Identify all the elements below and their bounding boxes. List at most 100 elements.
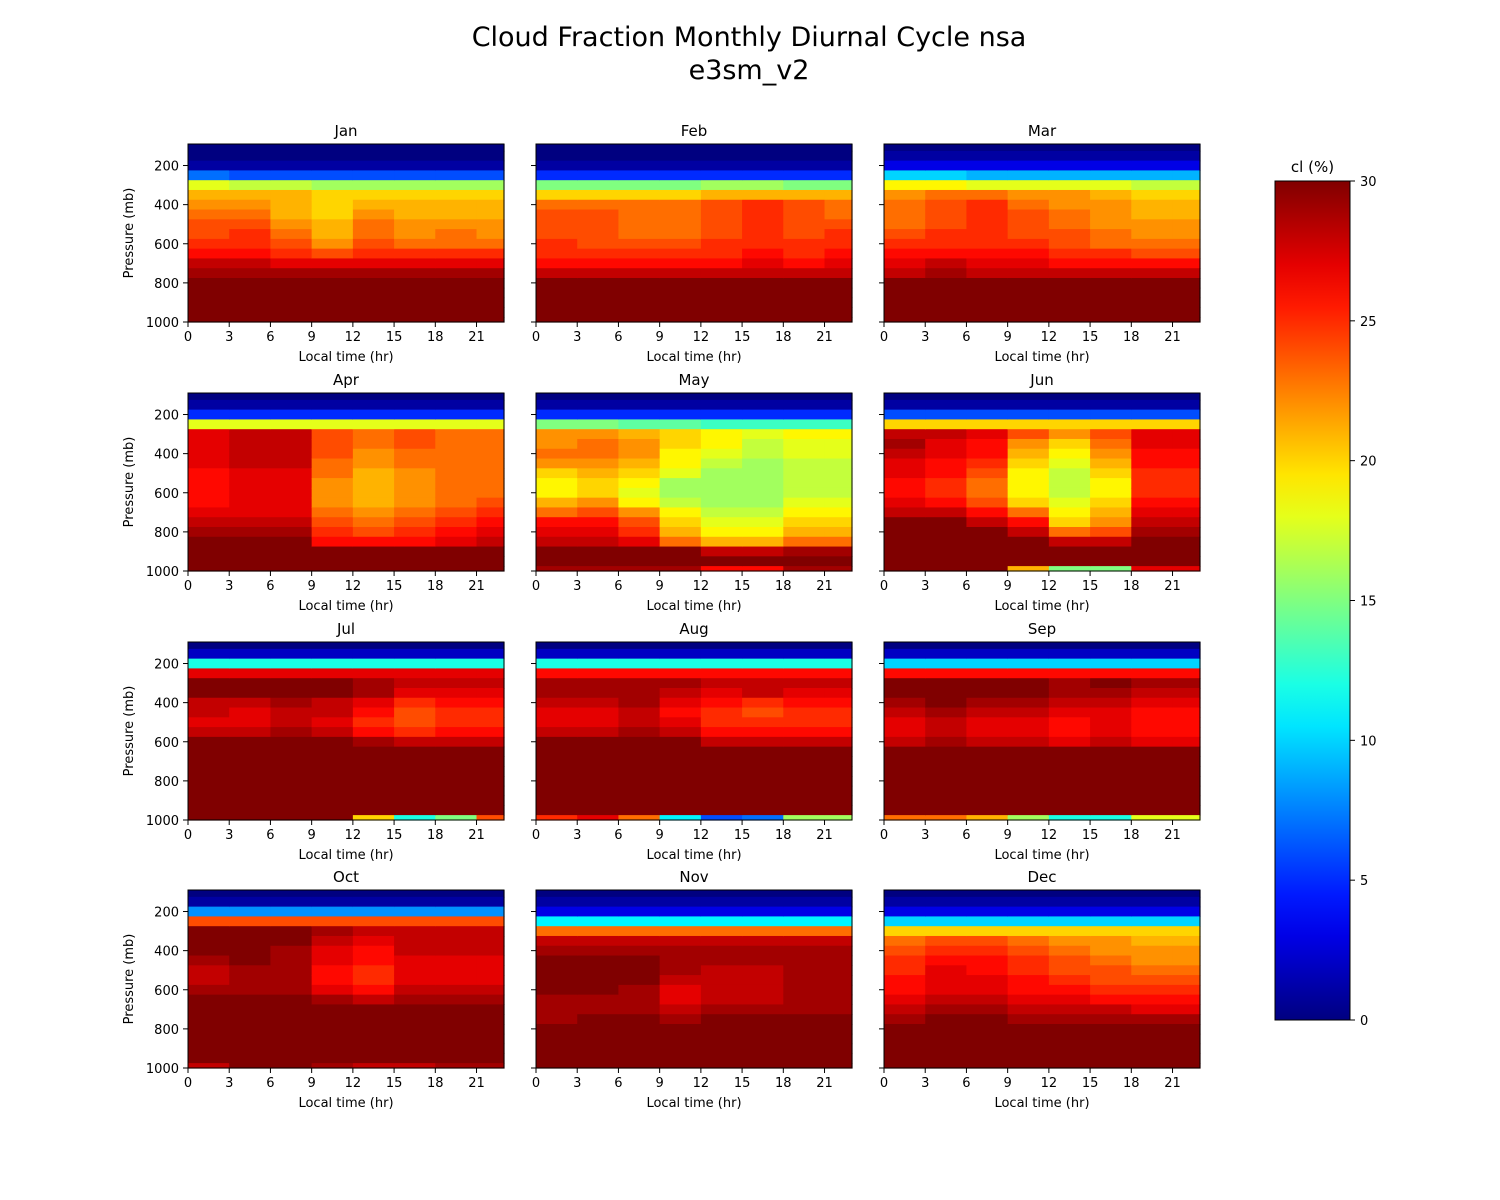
heatmap-cell	[966, 678, 1009, 689]
heatmap-cell	[229, 766, 272, 777]
heatmap-cell	[700, 448, 743, 460]
panel-title: Sep	[1028, 620, 1056, 638]
x-tick-label: 9	[1004, 1076, 1012, 1091]
heatmap-cell	[700, 556, 743, 567]
heatmap-cell	[352, 975, 395, 986]
x-tick-label: 6	[962, 579, 970, 594]
heatmap-cell	[824, 487, 853, 499]
heatmap-cell	[352, 678, 395, 689]
heatmap-cell	[618, 160, 661, 172]
heatmap-cell	[884, 1023, 926, 1035]
heatmap-cell	[1131, 896, 1174, 908]
heatmap-cell	[700, 419, 743, 430]
heatmap-cell	[659, 668, 702, 679]
heatmap-cell	[1172, 238, 1201, 250]
heatmap-cell	[783, 307, 826, 318]
heatmap-cell	[536, 642, 578, 650]
heatmap-cell	[966, 409, 1009, 421]
heatmap-cell	[352, 994, 395, 1006]
heatmap-cell	[476, 277, 505, 289]
heatmap-cell	[1172, 678, 1201, 689]
heatmap-cell	[394, 815, 436, 821]
heatmap-cell	[229, 727, 272, 738]
heatmap-cell	[394, 536, 436, 548]
heatmap-cell	[824, 287, 853, 299]
heatmap-cell	[352, 248, 395, 260]
x-tick-label: 0	[532, 828, 540, 843]
heatmap-cell	[476, 507, 505, 518]
heatmap-cell	[925, 517, 968, 528]
heatmap-cell	[311, 955, 354, 966]
heatmap-cell	[352, 965, 395, 976]
heatmap-cell	[742, 517, 784, 528]
heatmap-cell	[270, 795, 313, 806]
heatmap-cell	[577, 566, 620, 572]
heatmap-cell	[1131, 697, 1174, 709]
y-tick-label: 200	[154, 409, 179, 424]
x-axis-label: Local time (hr)	[646, 350, 741, 365]
x-tick-label: 18	[775, 330, 792, 345]
heatmap-cell	[270, 229, 313, 240]
heatmap-cell	[577, 317, 620, 323]
heatmap-cell	[188, 556, 230, 567]
heatmap-cell	[577, 975, 620, 986]
heatmap-cell	[700, 678, 743, 689]
heatmap-cell	[476, 448, 505, 460]
heatmap-cell	[1090, 805, 1132, 816]
heatmap-cell	[925, 546, 968, 557]
heatmap-cell	[1007, 1053, 1050, 1064]
heatmap-cell	[618, 556, 661, 567]
heatmap-cell	[188, 458, 230, 469]
heatmap-cell	[824, 648, 853, 660]
heatmap-cell	[577, 916, 620, 927]
heatmap-cell	[476, 546, 505, 557]
heatmap-cell	[1131, 144, 1174, 152]
heatmap-cell	[700, 438, 743, 450]
heatmap-cell	[536, 517, 578, 528]
heatmap-cell	[1048, 668, 1091, 679]
heatmap-cell	[1090, 707, 1132, 718]
heatmap-cell	[742, 566, 784, 572]
heatmap-cell	[270, 258, 313, 269]
heatmap-cell	[1131, 785, 1174, 797]
heatmap-cell	[783, 438, 826, 450]
heatmap-cell	[1090, 144, 1132, 152]
heatmap-cell	[966, 199, 1009, 211]
heatmap-cell	[742, 419, 784, 430]
heatmap-cell	[742, 1014, 784, 1025]
heatmap-cell	[536, 1014, 578, 1025]
x-tick-label: 6	[614, 330, 622, 345]
heatmap-cell	[966, 746, 1009, 758]
heatmap-cell	[394, 144, 436, 152]
heatmap-cell	[476, 766, 505, 777]
heatmap-cell	[700, 736, 743, 748]
heatmap-cell	[270, 984, 313, 996]
heatmap-cell	[618, 815, 661, 821]
heatmap-cell	[884, 238, 926, 250]
x-tick-label: 12	[693, 828, 710, 843]
heatmap-cell	[659, 965, 702, 976]
heatmap-cell	[824, 160, 853, 172]
heatmap-cell	[966, 429, 1009, 440]
heatmap-cell	[1090, 1053, 1132, 1064]
heatmap-cell	[435, 935, 478, 947]
heatmap-cell	[1090, 297, 1132, 308]
heatmap-cell	[435, 189, 478, 201]
x-tick-label: 0	[184, 1076, 192, 1091]
heatmap-cell	[925, 805, 968, 816]
heatmap-cell	[1172, 536, 1201, 548]
heatmap-cell	[229, 229, 272, 240]
heatmap-cell	[536, 1004, 578, 1015]
heatmap-cell	[577, 238, 620, 250]
panel-title: Jun	[1029, 371, 1053, 389]
heatmap-cell	[966, 238, 1009, 250]
heatmap-cell	[394, 795, 436, 806]
heatmap-cell	[476, 975, 505, 986]
heatmap-cell	[1048, 209, 1091, 220]
heatmap-cell	[966, 438, 1009, 450]
heatmap-cell	[270, 393, 313, 401]
y-axis-label: Pressure (mb)	[122, 686, 137, 777]
heatmap-cell	[824, 497, 853, 509]
heatmap-cell	[700, 268, 743, 279]
heatmap-cell	[925, 229, 968, 240]
